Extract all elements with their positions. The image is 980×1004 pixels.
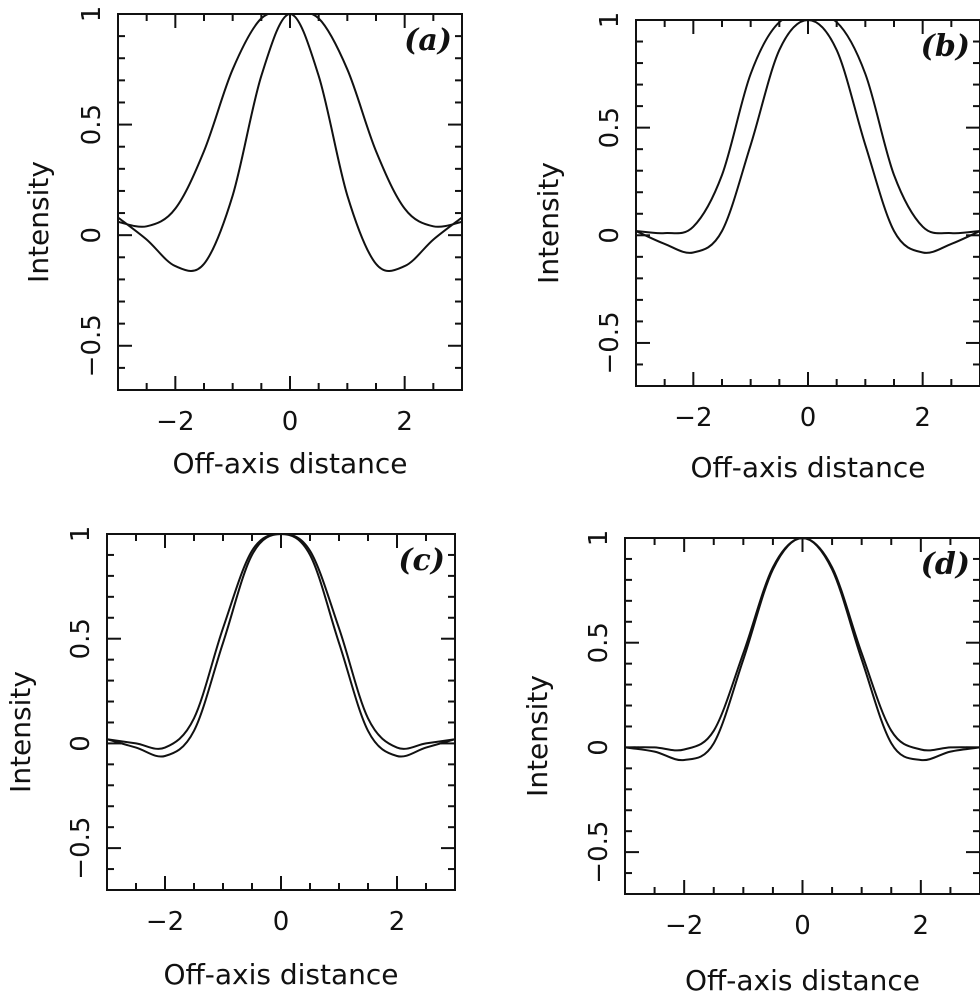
x-tick-label: 2: [914, 403, 931, 433]
panel-3-frame: [106, 533, 456, 891]
y-axis-title: Intensity: [532, 162, 565, 284]
y-axis-title: Intensity: [521, 675, 554, 797]
x-axis-title: Off-axis distance: [172, 447, 407, 480]
x-tick-label: −2: [665, 911, 703, 941]
y-tick-label: 0.5: [66, 618, 96, 659]
y-tick-label: −0.5: [595, 311, 625, 374]
x-tick-label: 2: [913, 911, 930, 941]
panel-4-frame: [624, 537, 980, 895]
y-tick-label: 1: [66, 526, 96, 543]
y-axis-title: Intensity: [4, 671, 37, 793]
x-tick-label: 0: [273, 907, 290, 937]
x-tick-label: −2: [674, 403, 712, 433]
x-tick-label: 2: [396, 407, 413, 437]
y-tick-label: 1: [77, 6, 107, 23]
x-axis-title: Off-axis distance: [690, 451, 925, 484]
series-2-line: [107, 534, 455, 758]
y-tick-label: −0.5: [584, 821, 614, 884]
series-2-line: [625, 538, 980, 762]
panel-2-frame: [635, 19, 980, 387]
panel-label: (b): [921, 29, 970, 64]
x-axis-title: Off-axis distance: [685, 964, 920, 997]
x-tick-label: −2: [156, 407, 194, 437]
series-1-line: [625, 538, 980, 752]
panel-3: −2 0 2 −0.5 0 0.5 1 Off-axis distance Intensity (…: [4, 526, 456, 991]
series-2-line: [636, 20, 980, 254]
y-tick-label: 1: [584, 530, 614, 547]
series-2-line: [118, 14, 462, 272]
x-tick-label: 2: [389, 907, 406, 937]
panel-label: (d): [921, 547, 970, 582]
x-tick-label: 0: [794, 911, 811, 941]
panel-1: −2 0 2 −0.5 0 0.5 1 Off-axis distance Intensity (…: [22, 6, 463, 480]
panel-1-frame: [117, 13, 463, 391]
series-1-line: [107, 534, 455, 750]
x-tick-label: 0: [282, 407, 299, 437]
x-tick-label: 0: [800, 403, 817, 433]
y-tick-label: 0: [595, 227, 625, 244]
y-tick-label: 0.5: [595, 107, 625, 148]
y-tick-label: 1: [595, 12, 625, 29]
x-axis-title: Off-axis distance: [163, 958, 398, 991]
y-tick-label: 0: [66, 735, 96, 752]
y-tick-label: 0.5: [584, 622, 614, 663]
y-tick-label: 0: [77, 227, 107, 244]
y-axis-title: Intensity: [22, 161, 55, 283]
series-1-line: [636, 20, 980, 235]
x-tick-label: −2: [146, 907, 184, 937]
panel-label: (a): [404, 23, 452, 58]
panel-2: −2 0 2 −0.5 0 0.5 1 Off-axis distance Intensity (…: [532, 12, 980, 484]
y-tick-label: −0.5: [77, 314, 107, 377]
series-1-line: [118, 14, 462, 228]
y-tick-label: 0.5: [77, 104, 107, 145]
panel-label: (c): [398, 543, 445, 578]
y-tick-label: −0.5: [66, 817, 96, 880]
y-tick-label: 0: [584, 739, 614, 756]
panel-4: −2 0 2 −0.5 0 0.5 1 Off-axis distance Intensity (…: [521, 530, 980, 997]
